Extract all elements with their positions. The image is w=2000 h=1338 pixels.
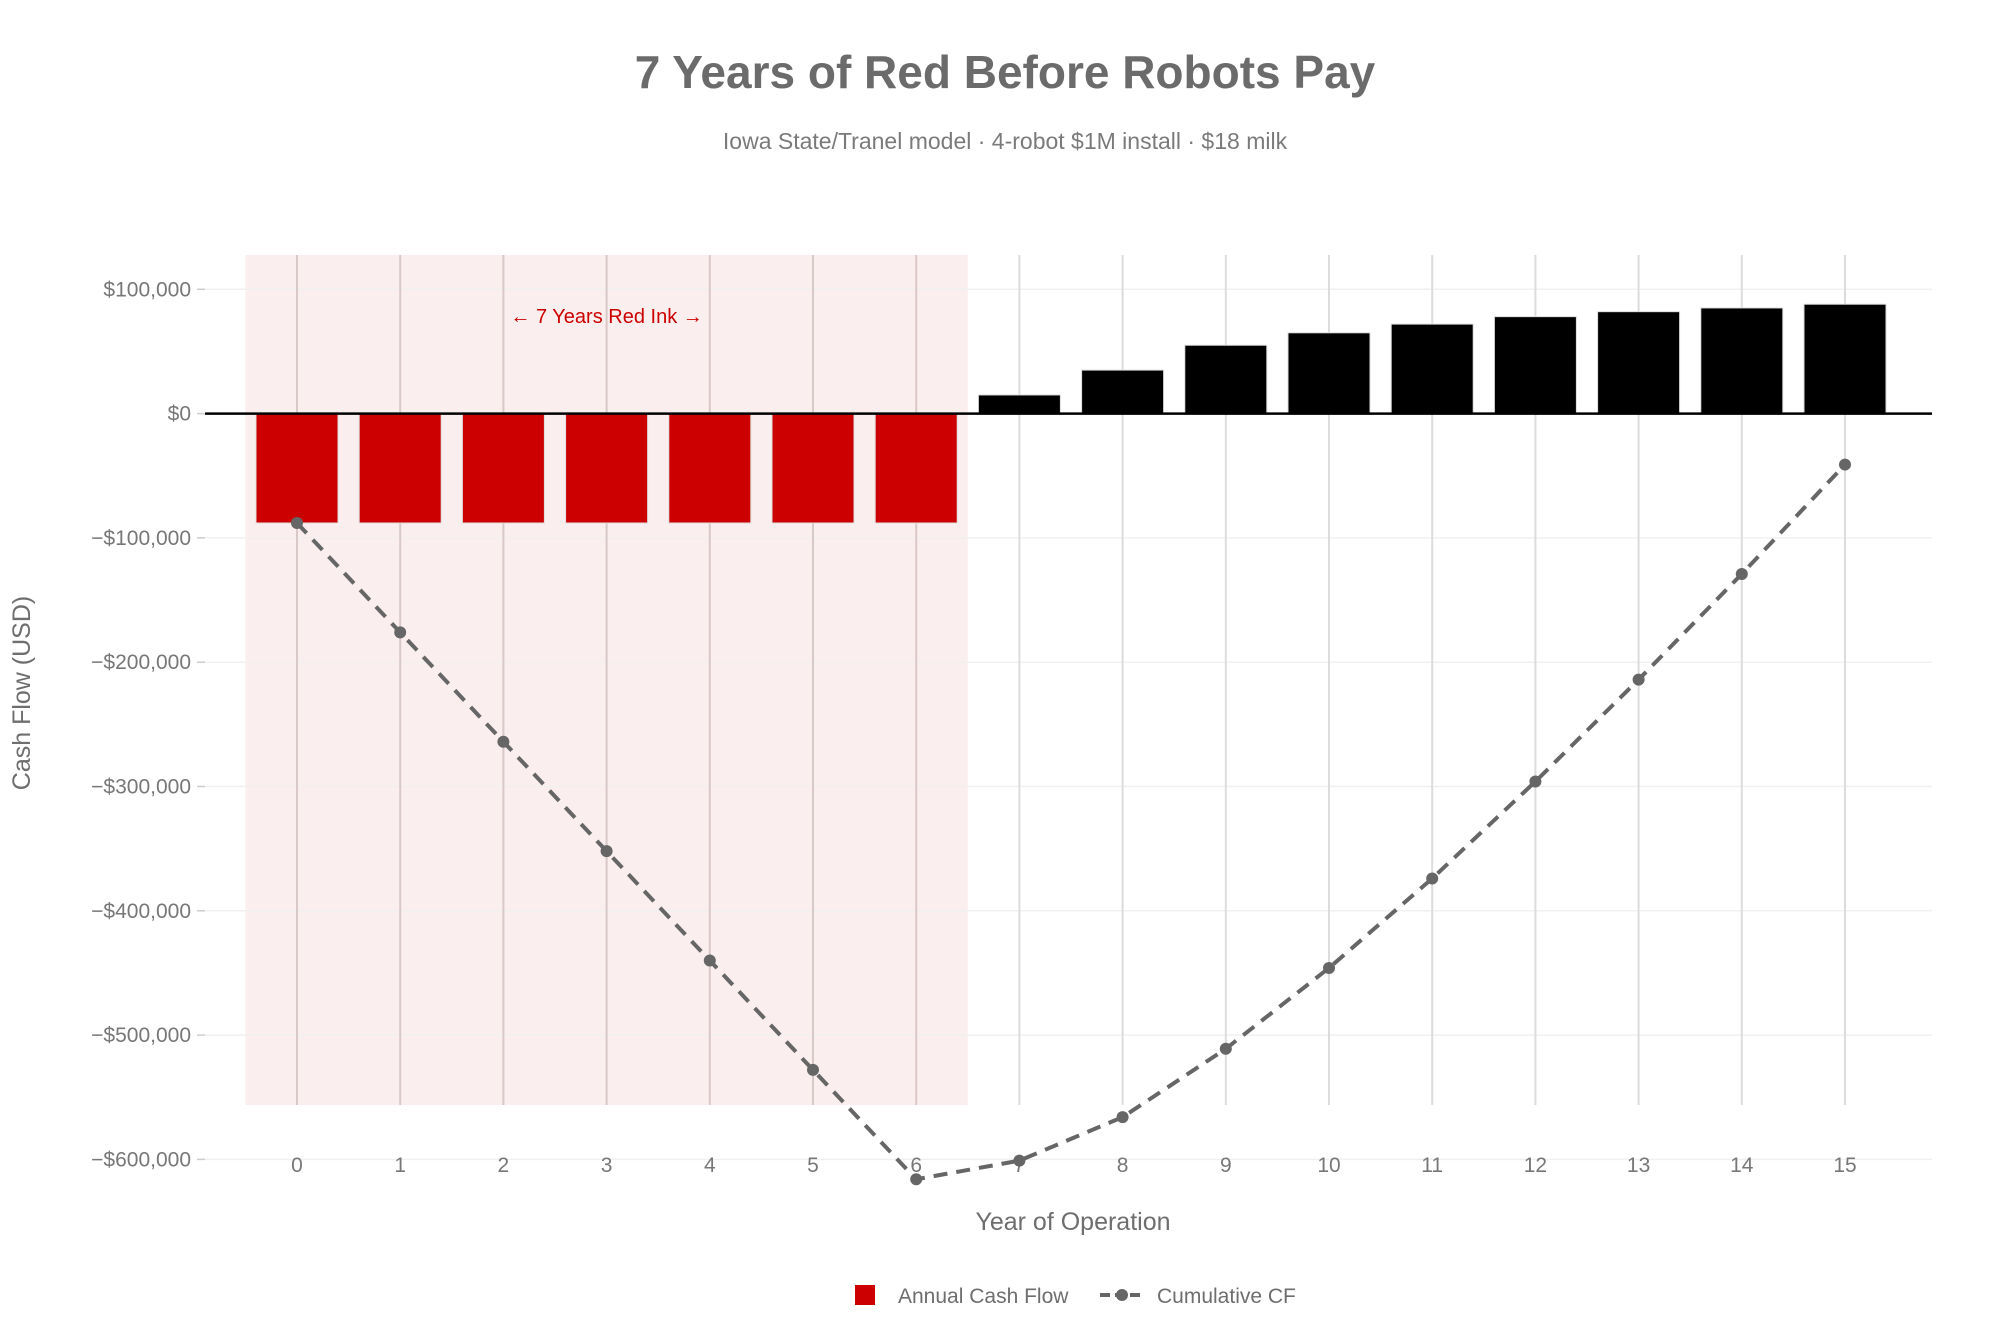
x-tick-label: 0 [291, 1154, 303, 1177]
x-tick-label: 13 [1627, 1154, 1650, 1177]
x-tick-label: 2 [498, 1154, 510, 1177]
red-ink-annotation: ← 7 Years Red Ink → [510, 306, 702, 328]
cumulative-cf-marker [1323, 961, 1335, 974]
y-tick-label: −$400,000 [91, 900, 191, 923]
y-tick-label: −$300,000 [91, 776, 191, 799]
x-axis-title: Year of Operation [975, 1208, 1170, 1236]
x-tick-label: 10 [1317, 1154, 1340, 1177]
cumulative-cf-line [295, 463, 1847, 1182]
annual-cash-flow-bar [771, 413, 855, 524]
legend-label-cumulative: Cumulative CF [1157, 1285, 1296, 1308]
y-tick-label: $0 [168, 403, 191, 426]
x-tick-label: 8 [1117, 1154, 1129, 1177]
cumulative-cf-marker [1013, 1154, 1026, 1167]
y-tick-label: −$600,000 [91, 1148, 191, 1171]
cumulative-cf-marker [910, 1173, 923, 1186]
x-tick-label: 3 [601, 1154, 613, 1177]
y-tick-label: $100,000 [103, 278, 191, 301]
cumulative-cf-marker [497, 735, 510, 748]
annual-cash-flow-bar [1081, 369, 1165, 415]
cumulative-cf-marker [1116, 1111, 1129, 1124]
annual-cash-flow-bar [1493, 316, 1577, 415]
annual-cash-flow-bar [255, 413, 339, 524]
annual-cash-flow-bar [565, 413, 649, 524]
x-tick-label: 6 [910, 1154, 922, 1177]
cumulative-cf-marker [1219, 1042, 1232, 1055]
annual-cash-flow-bar [977, 394, 1061, 415]
y-tick-label: −$100,000 [91, 527, 191, 550]
annual-cash-flow-bar [1597, 311, 1681, 415]
x-tick-label: 1 [394, 1154, 406, 1177]
cumulative-cf-marker [1426, 872, 1439, 885]
legend-swatch-cumulative-marker [1116, 1289, 1128, 1301]
cumulative-cf-marker [291, 516, 303, 529]
annual-cash-flow-bar [1184, 344, 1268, 415]
annual-cash-flow-bar [1803, 303, 1887, 415]
plot-area: $100,000 $0 −$100,000 −$200,000 −$300,000 −$4… [91, 255, 1932, 1186]
x-tick-label: 9 [1220, 1154, 1232, 1177]
y-axis-title: Cash Flow (USD) [8, 596, 36, 790]
x-tick-label: 11 [1421, 1154, 1443, 1177]
cumulative-cf-marker [1735, 567, 1748, 580]
annual-cash-flow-bar [1390, 323, 1474, 415]
annual-cash-flow-bar [668, 413, 752, 524]
y-tick-label: −$200,000 [91, 651, 191, 674]
annual-cash-flow-bar [1700, 307, 1784, 415]
cumulative-cf-marker [703, 954, 716, 967]
annual-cash-flow-bar [358, 413, 442, 524]
x-tick-label: 14 [1730, 1154, 1754, 1177]
chart-title: 7 Years of Red Before Robots Pay [635, 46, 1376, 98]
cumulative-cf-marker [1529, 775, 1542, 788]
x-tick-label: 12 [1524, 1154, 1547, 1177]
legend: Annual Cash Flow Cumulative CF [855, 1285, 1296, 1308]
legend-swatch-annual [855, 1285, 875, 1305]
legend-label-annual: Annual Cash Flow [898, 1285, 1069, 1308]
annual-cash-flow-bar [1287, 332, 1371, 415]
x-tick-label: 4 [704, 1154, 716, 1177]
annual-cash-flow-bar [874, 413, 958, 524]
cumulative-cf-marker [1632, 673, 1645, 686]
x-tick-label: 15 [1833, 1154, 1856, 1177]
chart-subtitle: Iowa State/Tranel model · 4-robot $1M in… [723, 128, 1288, 154]
annual-cash-flow-bar [461, 413, 545, 524]
y-tick-label: −$500,000 [91, 1024, 191, 1047]
cumulative-cf-marker [600, 845, 613, 858]
cumulative-cf-marker [394, 626, 407, 639]
x-tick-label: 5 [807, 1154, 819, 1177]
cumulative-cf-marker [807, 1063, 819, 1076]
cumulative-cf-marker [1839, 458, 1851, 471]
